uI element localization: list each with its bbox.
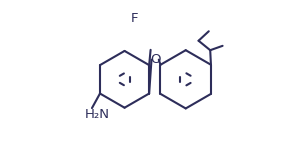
Text: H₂N: H₂N	[85, 108, 110, 122]
Text: O: O	[150, 53, 160, 66]
Text: F: F	[131, 12, 138, 25]
